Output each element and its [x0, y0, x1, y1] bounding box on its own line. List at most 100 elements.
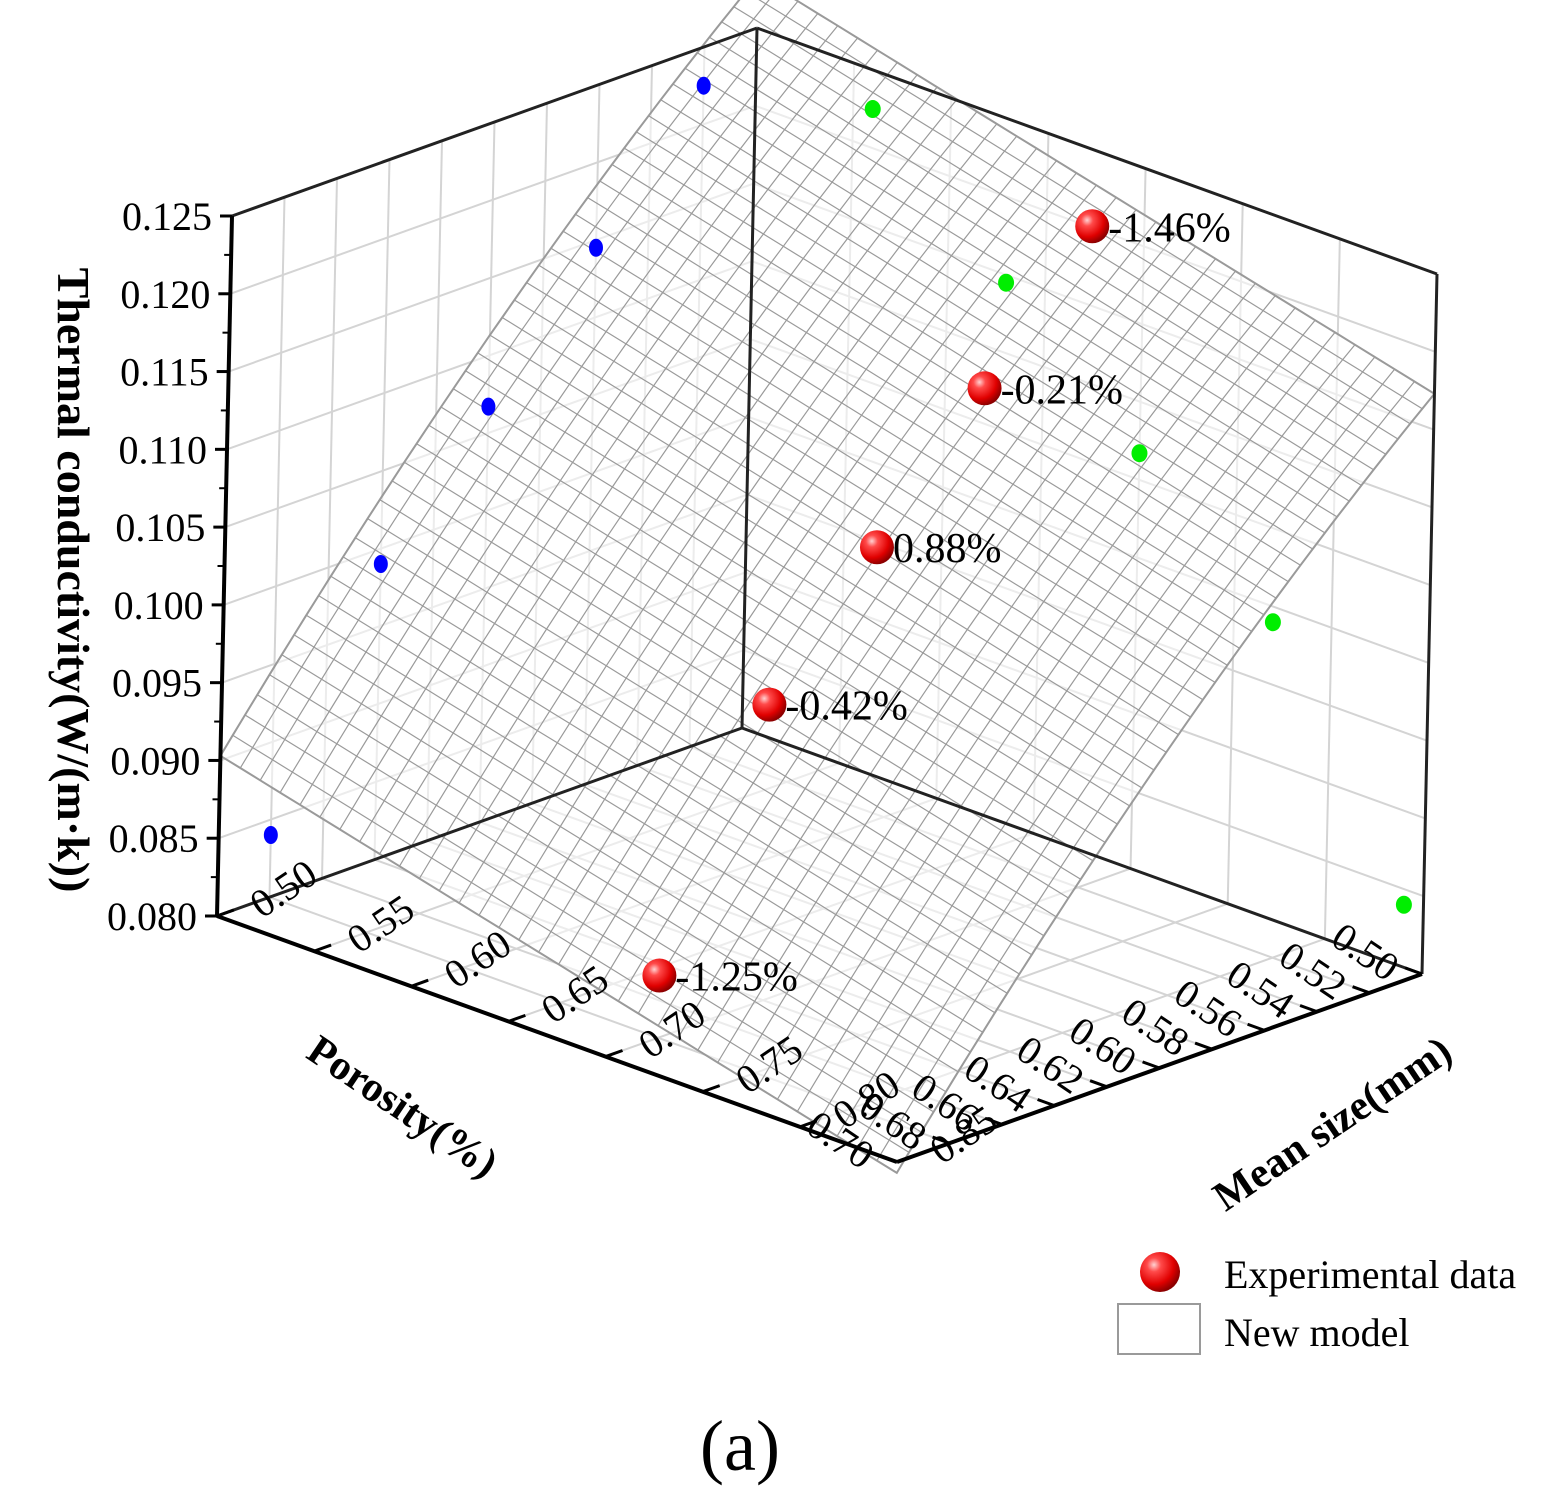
mesh-line: [279, 13, 819, 793]
experimental-points: -1.46% -0.21% 0.88% -0.42% -1.25%: [642, 205, 1231, 1001]
mesh-line: [458, 123, 998, 904]
back-vertical-edge: [740, 27, 759, 729]
z-axis-ticks: 0.080 0.085 0.090 0.095 0.100 0.105 0.110 0.115…: [107, 194, 232, 939]
z-tick-label: 0.125: [122, 194, 212, 239]
experimental-point: [1075, 209, 1110, 244]
mesh-line: [379, 74, 918, 855]
z-tick-label: 0.100: [114, 583, 204, 628]
size-wall-top-edge: [756, 26, 1438, 276]
porosity-tick-mark: [932, 1135, 951, 1145]
experimental-point: [859, 530, 894, 565]
error-label: -0.21%: [1001, 367, 1123, 413]
mesh-line: [697, 270, 1236, 1051]
z-tick-label: 0.080: [107, 894, 197, 939]
mesh-line: [518, 160, 1057, 941]
porosity-tick-mark: [1142, 1060, 1161, 1070]
porosity-tick-mark: [879, 1154, 898, 1164]
porosity-tick-mark: [1089, 1079, 1108, 1089]
mesh-line: [438, 111, 978, 892]
error-label: -0.42%: [785, 684, 907, 730]
mesh-line: [796, 332, 1336, 1112]
floor-back-edge-porosity: [216, 726, 743, 918]
legend-experimental-label: Experimental data: [1224, 1252, 1516, 1297]
z-tick-label: 0.105: [115, 505, 205, 550]
mesh-line: [816, 344, 1356, 1125]
z-tick-label: 0.085: [109, 816, 199, 861]
error-label: -1.25%: [675, 955, 797, 1001]
panel-label: (a): [700, 1406, 780, 1486]
size-tick-mark: [507, 1013, 526, 1023]
mesh-line: [876, 381, 1415, 1161]
experimental-point: [752, 687, 787, 722]
z-axis-title: Thermal conductivity(W/(m·k)): [48, 268, 99, 893]
legend-experimental-marker: [1140, 1252, 1180, 1292]
z-tick-label: 0.120: [120, 272, 210, 317]
mesh-line: [836, 356, 1376, 1137]
size-tick-mark: [313, 943, 332, 953]
legend-model-marker: [1117, 1303, 1201, 1355]
mesh-line: [398, 86, 938, 867]
size-tick-mark: [410, 978, 429, 988]
size-tick-label: 0.55: [339, 885, 422, 961]
model-surface-mesh: [219, 0, 1436, 1175]
green-projection-point: [1264, 613, 1281, 632]
size-tick-mark: [896, 1154, 915, 1164]
mesh-line: [299, 25, 839, 806]
mesh-line: [597, 209, 1137, 990]
z-tick-label: 0.090: [110, 738, 200, 783]
z-tick-label: 0.095: [112, 661, 202, 706]
mesh-line: [418, 98, 958, 879]
z-tick-label: 0.110: [118, 427, 207, 472]
size-axis-line: [216, 914, 898, 1164]
porosity-tick-mark: [1352, 985, 1371, 995]
porosity-wall-top-edge: [231, 26, 758, 218]
mesh-line: [219, 0, 740, 757]
porosity-axis-title: Porosity(%): [299, 1027, 506, 1187]
mesh-line: [319, 37, 859, 818]
error-label: 0.88%: [893, 526, 1002, 572]
blue-projection-point: [373, 555, 388, 574]
experimental-point: [642, 958, 677, 993]
green-projection-point: [864, 100, 881, 119]
mesh-line: [737, 295, 1276, 1076]
mesh-line: [498, 148, 1038, 928]
projection-points: [263, 76, 1412, 914]
blue-projection-point: [589, 238, 603, 257]
mesh-line: [756, 307, 1296, 1088]
z-tick-label: 0.115: [120, 350, 209, 395]
legend-model-label: New model: [1224, 1310, 1410, 1355]
mesh-line: [776, 319, 1316, 1100]
blue-projection-point: [696, 76, 711, 95]
mesh-line: [717, 283, 1256, 1063]
mesh-line: [259, 0, 799, 781]
mesh-line: [339, 49, 878, 830]
floor-back-edge-size: [741, 726, 1423, 976]
mesh-line: [677, 258, 1217, 1039]
porosity-tick-mark: [1247, 1022, 1266, 1032]
mesh-line: [637, 233, 1177, 1014]
mesh-line: [896, 393, 1435, 1174]
mesh-line: [856, 368, 1396, 1149]
blue-projection-point: [263, 825, 278, 844]
size-tick-mark: [605, 1049, 624, 1058]
green-projection-point: [998, 273, 1015, 292]
size-tick-mark: [216, 908, 235, 918]
mesh-line: [239, 0, 770, 769]
mesh-line: [577, 197, 1117, 977]
mesh-line: [359, 62, 898, 843]
size-wall-right-edge: [1420, 273, 1439, 975]
green-projection-point: [1131, 444, 1148, 463]
porosity-tick-mark: [1404, 966, 1423, 976]
porosity-tick-mark: [1299, 1004, 1318, 1014]
mesh-line: [558, 184, 1097, 965]
size-tick-mark: [702, 1084, 721, 1094]
porosity-tick-mark: [1194, 1041, 1213, 1051]
mesh-line: [538, 172, 1077, 953]
mesh-line: [617, 221, 1157, 1002]
mesh-line: [657, 246, 1197, 1027]
legend: Experimental data New model: [1117, 1252, 1516, 1355]
size-tick-mark: [799, 1119, 818, 1129]
axes-frame: [215, 26, 1439, 1164]
error-label: -1.46%: [1108, 205, 1230, 251]
size-axis-title: Mean size(mm): [1205, 1028, 1460, 1221]
